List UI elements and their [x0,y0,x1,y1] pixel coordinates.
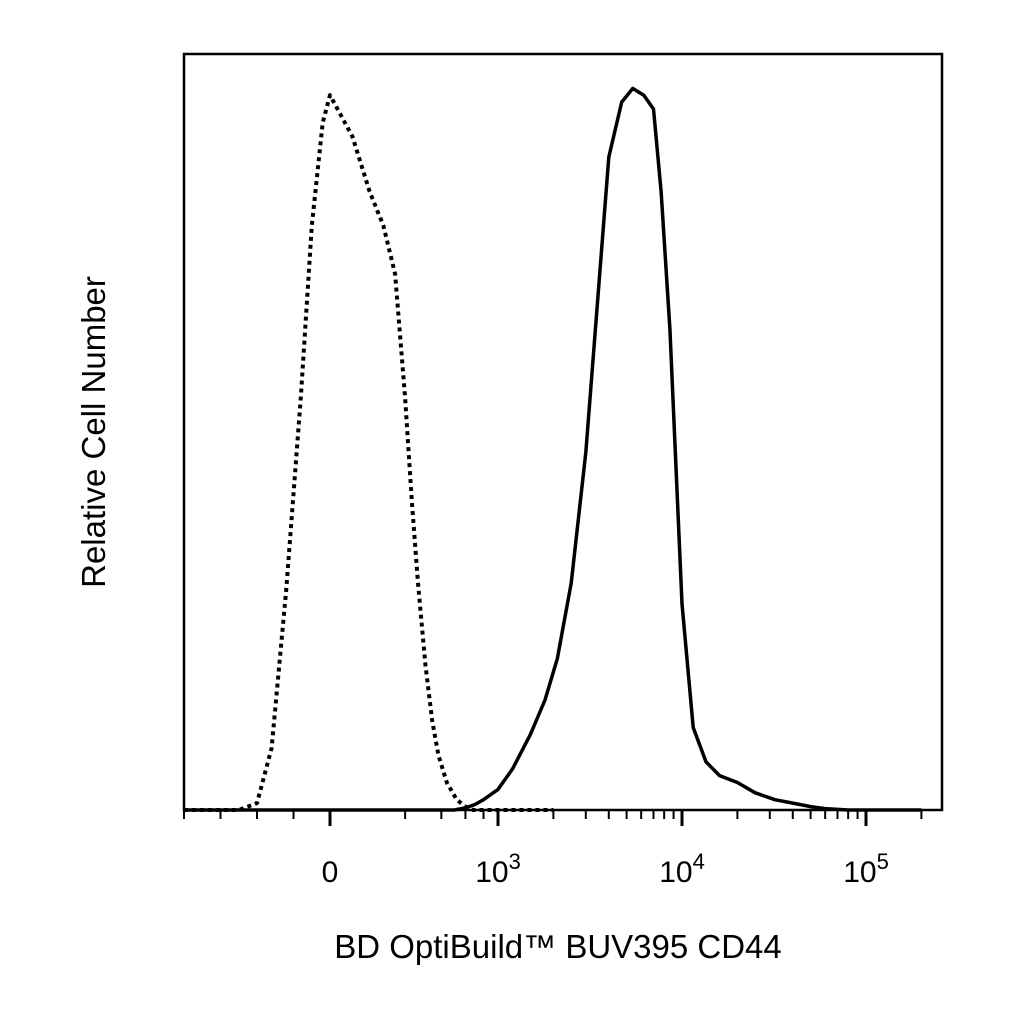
x-tick-marks [183,810,923,826]
x-tick-label: 104 [659,849,705,889]
stained-sample-curve [184,86,922,812]
series-layer [184,86,922,812]
x-axis-title: BD OptiBuild™ BUV395 CD44 [334,928,782,965]
x-tick-label: 103 [475,849,521,889]
x-tick-label: 105 [843,849,889,889]
plot-frame [182,52,944,812]
x-tick-labels: 0 103 104 105 [322,849,889,889]
x-tick-label: 0 [322,856,339,889]
isotype-control-curve [184,93,554,812]
y-axis-title: Relative Cell Number [75,276,112,588]
